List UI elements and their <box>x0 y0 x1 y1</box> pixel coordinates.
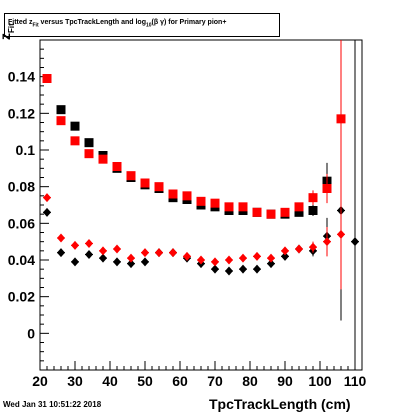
data-point-square <box>322 184 332 193</box>
y-tick-label: 0.12 <box>8 105 35 121</box>
data-point-square <box>252 207 262 217</box>
data-point-diamond <box>85 239 93 248</box>
data-point-square <box>182 191 192 201</box>
data-point-diamond <box>113 244 121 254</box>
data-point-diamond <box>169 248 177 258</box>
y-tick-label: 0.08 <box>8 179 35 195</box>
data-point-diamond <box>57 233 65 243</box>
data-point-diamond <box>113 257 121 267</box>
data-point-square <box>140 178 150 188</box>
series-3 <box>43 179 345 290</box>
data-point-diamond <box>295 244 303 254</box>
x-tick-label: 30 <box>67 373 83 389</box>
chart-title-post: (β γ) for Primary pion+ <box>151 19 227 26</box>
data-point-diamond <box>197 255 205 265</box>
data-point-diamond <box>323 237 331 247</box>
y-axis-label-sub: Fit <box>6 23 16 33</box>
data-point-diamond <box>141 257 149 267</box>
data-point-square <box>126 171 136 181</box>
data-point-diamond <box>71 257 79 267</box>
x-tick-label: 70 <box>207 373 223 389</box>
data-point-diamond <box>267 253 275 263</box>
data-point-square <box>224 202 234 212</box>
data-point-diamond <box>351 237 359 247</box>
data-point-diamond <box>183 251 191 261</box>
chart-title-box <box>4 13 280 37</box>
data-point-diamond <box>211 264 219 274</box>
timestamp: Wed Jan 31 10:51:22 2018 <box>3 400 102 409</box>
data-point-diamond <box>127 253 135 263</box>
y-tick-label: 0 <box>27 325 35 341</box>
data-point-diamond <box>337 229 345 239</box>
data-point-square <box>280 207 290 217</box>
data-point-diamond <box>99 253 107 263</box>
data-point-square <box>168 189 178 199</box>
y-axis-title: zFit <box>0 23 16 40</box>
chart-title-sub2: 10 <box>145 22 152 29</box>
x-tick-label: 50 <box>137 373 153 389</box>
data-point-diamond <box>225 255 233 265</box>
data-point-square <box>98 154 108 164</box>
data-point-square <box>70 121 80 131</box>
x-tick-label: 20 <box>32 373 48 389</box>
data-point-square <box>84 138 94 148</box>
chart-title: Fitted zFit versus TpcTrackLength and lo… <box>8 19 226 28</box>
x-tick-label: 90 <box>277 373 293 389</box>
data-point-diamond <box>141 248 149 258</box>
x-tick-label: 110 <box>344 373 367 389</box>
data-point-diamond <box>71 240 79 250</box>
data-point-diamond <box>281 251 289 261</box>
data-point-square <box>112 162 122 171</box>
data-point-square <box>210 198 220 208</box>
data-point-square <box>84 149 94 159</box>
data-point-square <box>308 193 318 203</box>
data-point-square <box>70 136 80 146</box>
data-point-diamond <box>253 251 261 261</box>
data-point-square <box>42 74 52 83</box>
data-point-diamond <box>239 264 247 274</box>
data-point-square <box>196 196 206 206</box>
x-tick-label: 60 <box>172 373 188 389</box>
data-point-diamond <box>127 259 135 269</box>
data-point-square <box>294 207 304 217</box>
data-point-diamond <box>211 257 219 267</box>
chart-title-mid: versus TpcTrackLength and log <box>38 19 146 26</box>
x-axis-title: TpcTrackLength (cm) <box>209 396 351 412</box>
data-point-square <box>56 116 66 126</box>
x-tick-label: 40 <box>102 373 118 389</box>
data-point-diamond <box>85 250 93 259</box>
chart-title-pre: Fitted z <box>8 19 33 26</box>
data-point-square <box>154 182 164 192</box>
data-point-square <box>294 202 304 212</box>
data-point-diamond <box>225 266 233 276</box>
x-tick-label: 100 <box>308 373 332 389</box>
y-tick-label: 0.04 <box>8 252 35 268</box>
data-point-diamond <box>99 246 107 256</box>
data-point-diamond <box>281 246 289 256</box>
data-point-square <box>266 209 276 219</box>
data-point-square <box>56 105 66 115</box>
series-2 <box>42 40 346 266</box>
data-point-diamond <box>267 259 275 269</box>
y-tick-label: 0.06 <box>8 215 35 231</box>
data-point-diamond <box>43 207 51 217</box>
data-point-square <box>336 114 346 124</box>
data-point-square <box>238 202 248 212</box>
data-point-diamond <box>309 242 317 252</box>
y-axis-label: z <box>0 33 13 40</box>
y-tick-label: 0.1 <box>16 142 36 158</box>
data-point-square <box>308 206 318 215</box>
data-point-diamond <box>155 248 163 258</box>
data-point-diamond <box>253 264 261 274</box>
chart-title-sub1: Fit <box>32 22 39 29</box>
data-point-diamond <box>57 248 65 258</box>
x-tick-label: 80 <box>242 373 258 389</box>
data-point-diamond <box>43 193 51 203</box>
data-point-diamond <box>239 253 247 263</box>
y-tick-label: 0.02 <box>8 289 35 305</box>
y-tick-label: 0.14 <box>8 69 35 85</box>
